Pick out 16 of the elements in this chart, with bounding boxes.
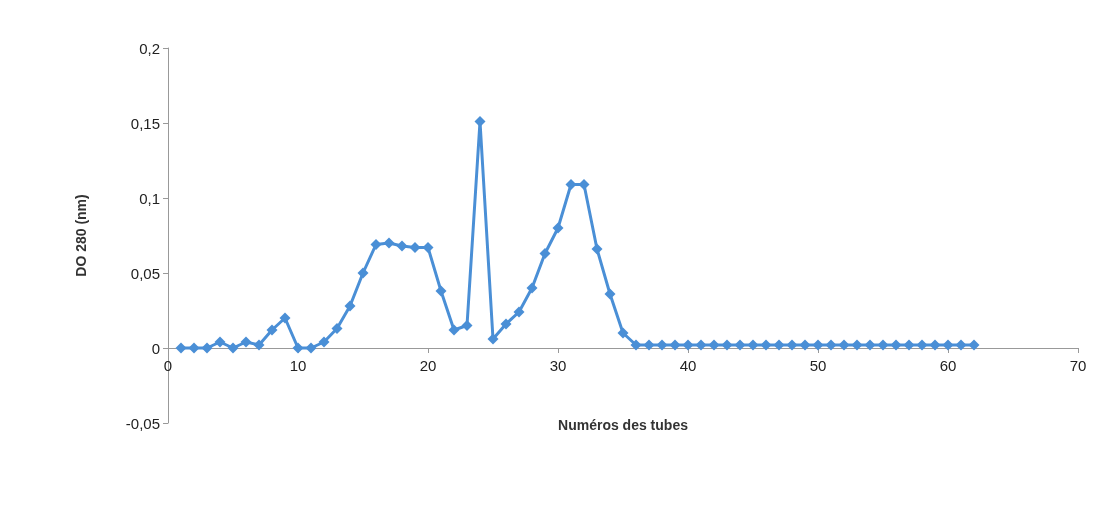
y-tick-label: 0,2 bbox=[139, 39, 160, 57]
y-tick-label: 0 bbox=[151, 339, 160, 357]
x-tick-label: 10 bbox=[289, 357, 307, 374]
x-tick-label: 40 bbox=[679, 357, 697, 374]
y-tick-label: 0,1 bbox=[139, 189, 160, 207]
x-tick-label: 0 bbox=[163, 357, 173, 374]
x-tick-label: 30 bbox=[549, 357, 567, 374]
x-tick-label: 50 bbox=[809, 357, 827, 374]
x-axis-title: Numéros des tubes bbox=[558, 417, 689, 433]
y-tick-label: 0,05 bbox=[130, 264, 160, 282]
y-tick-label: -0,05 bbox=[125, 414, 160, 432]
x-tick-label: 20 bbox=[419, 357, 437, 374]
x-tick-label: 60 bbox=[939, 357, 957, 374]
y-tick-label: 0,15 bbox=[130, 114, 160, 132]
x-tick-label: 70 bbox=[1069, 357, 1087, 374]
y-axis-title: DO 280 (nm) bbox=[73, 194, 89, 277]
